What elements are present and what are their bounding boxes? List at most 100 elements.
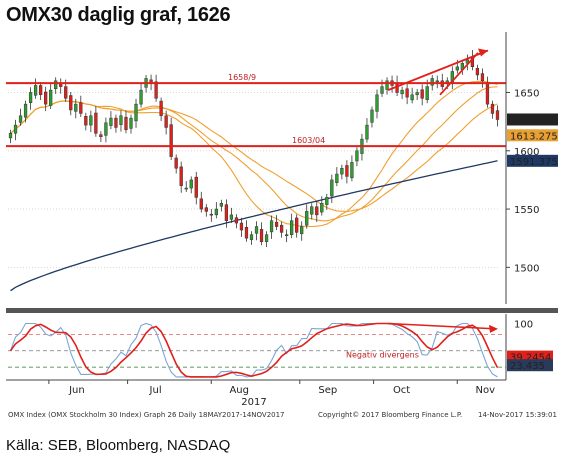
candle-body	[335, 173, 339, 183]
candle-body	[480, 73, 485, 82]
candle-body	[279, 224, 284, 233]
price-axis: 1500 1550 1600 1650 1626.832 1613.275 1591.375	[505, 32, 558, 304]
candle-body	[184, 187, 188, 190]
moving-averages	[10, 80, 498, 292]
candle-body	[385, 80, 389, 90]
x-axis: Jun Jul Aug Sep Oct Nov 2017	[6, 379, 506, 408]
candle-body	[380, 86, 384, 94]
candle-body	[209, 213, 213, 216]
candle-body	[375, 94, 379, 112]
candle-body	[435, 80, 439, 83]
candle-body	[33, 85, 38, 96]
candle-body	[224, 204, 229, 221]
candle-body	[330, 179, 334, 197]
price-grid	[8, 91, 500, 268]
last-value-label: 1626.832	[510, 115, 558, 126]
candle-body	[405, 88, 409, 98]
candle-body	[114, 117, 118, 128]
candle-body	[254, 226, 259, 234]
candle-body	[18, 115, 23, 123]
x-tick-label: Jul	[149, 385, 162, 396]
candle-body	[8, 133, 13, 139]
candle-body	[345, 165, 349, 177]
candle-body	[249, 234, 254, 240]
candle-body	[124, 116, 128, 131]
candle-body	[455, 66, 459, 71]
candle-body	[89, 115, 93, 126]
price-tick-label: 1650	[514, 88, 539, 99]
candle-body	[274, 221, 279, 227]
x-tick-label: Sep	[318, 385, 337, 396]
last-value-badge	[507, 113, 558, 126]
candle-body	[370, 109, 374, 123]
candle-body	[44, 91, 48, 105]
candle-body	[199, 198, 203, 210]
candle-body	[104, 122, 108, 136]
trend-line	[439, 52, 479, 96]
candle-body	[64, 86, 68, 99]
osc-last-badge	[507, 359, 553, 372]
candle-body	[214, 208, 218, 216]
candle-body	[109, 117, 113, 126]
divergence-label: Negativ divergens	[346, 350, 419, 359]
candle-body	[425, 86, 429, 100]
candle-body	[234, 217, 239, 224]
candle-body	[119, 115, 123, 125]
x-tick-label: Nov	[475, 385, 495, 396]
candle-body	[410, 94, 414, 101]
last-value-label: 1591.375	[510, 157, 558, 168]
candle-body	[310, 206, 314, 215]
ma-line-orange	[10, 100, 498, 213]
candle-body	[129, 117, 133, 129]
source-note: Källa: SEB, Bloomberg, NASDAQ	[6, 437, 231, 454]
candle-body	[244, 226, 249, 239]
candle-body	[54, 80, 58, 89]
divergence-line	[387, 322, 497, 330]
candle-body	[219, 202, 223, 207]
osc-last-label: 39.2454	[510, 353, 551, 364]
candle-body	[194, 176, 198, 198]
candle-body	[169, 124, 173, 157]
candle-body	[305, 211, 309, 226]
osc-slow-line	[9, 322, 499, 378]
last-value-badge	[507, 154, 558, 167]
candle-body	[28, 92, 33, 103]
candle-body	[495, 110, 500, 120]
x-tick-label: Oct	[393, 385, 410, 396]
trend-arrow-head	[478, 48, 488, 57]
candle-body	[320, 202, 324, 213]
x-tick-label: Jun	[68, 385, 85, 396]
candle-body	[204, 207, 208, 212]
candle-body	[49, 89, 53, 106]
candle-body	[229, 214, 234, 220]
level-label: 1658/9	[228, 73, 256, 82]
x-tick-label: Aug	[229, 385, 249, 396]
candle-body	[365, 124, 369, 140]
candle-body	[355, 150, 359, 162]
candle-body	[290, 220, 294, 235]
osc-tick-label: 100	[514, 319, 533, 330]
divergence-arrow-head	[489, 324, 498, 333]
footer-left: OMX Index (OMX Stockholm 30 Index) Graph…	[8, 411, 285, 419]
trend-arrow-line	[387, 49, 489, 91]
candle-body	[430, 78, 434, 86]
candle-body	[420, 89, 424, 99]
candle-body	[159, 100, 163, 117]
level-lines: 1658/9 1603/04	[6, 48, 506, 148]
candle-body	[475, 67, 480, 76]
candle-body	[179, 166, 183, 186]
candle-body	[285, 234, 289, 236]
osc-fast-line	[9, 322, 498, 378]
osc-last-label: 23.435	[510, 361, 545, 372]
candle-body	[99, 134, 103, 138]
candle-body	[139, 89, 143, 105]
candle-body	[490, 103, 495, 114]
footer-center: Copyright© 2017 Bloomberg Finance L.P.	[318, 411, 463, 419]
footer-right: 14-Nov-2017 15:39:01	[478, 411, 557, 419]
last-value-label: 1613.275	[510, 131, 558, 142]
candle-body	[485, 83, 490, 105]
level-label: 1603/04	[292, 136, 325, 145]
price-tick-label: 1600	[514, 147, 539, 158]
candle-body	[264, 234, 269, 242]
